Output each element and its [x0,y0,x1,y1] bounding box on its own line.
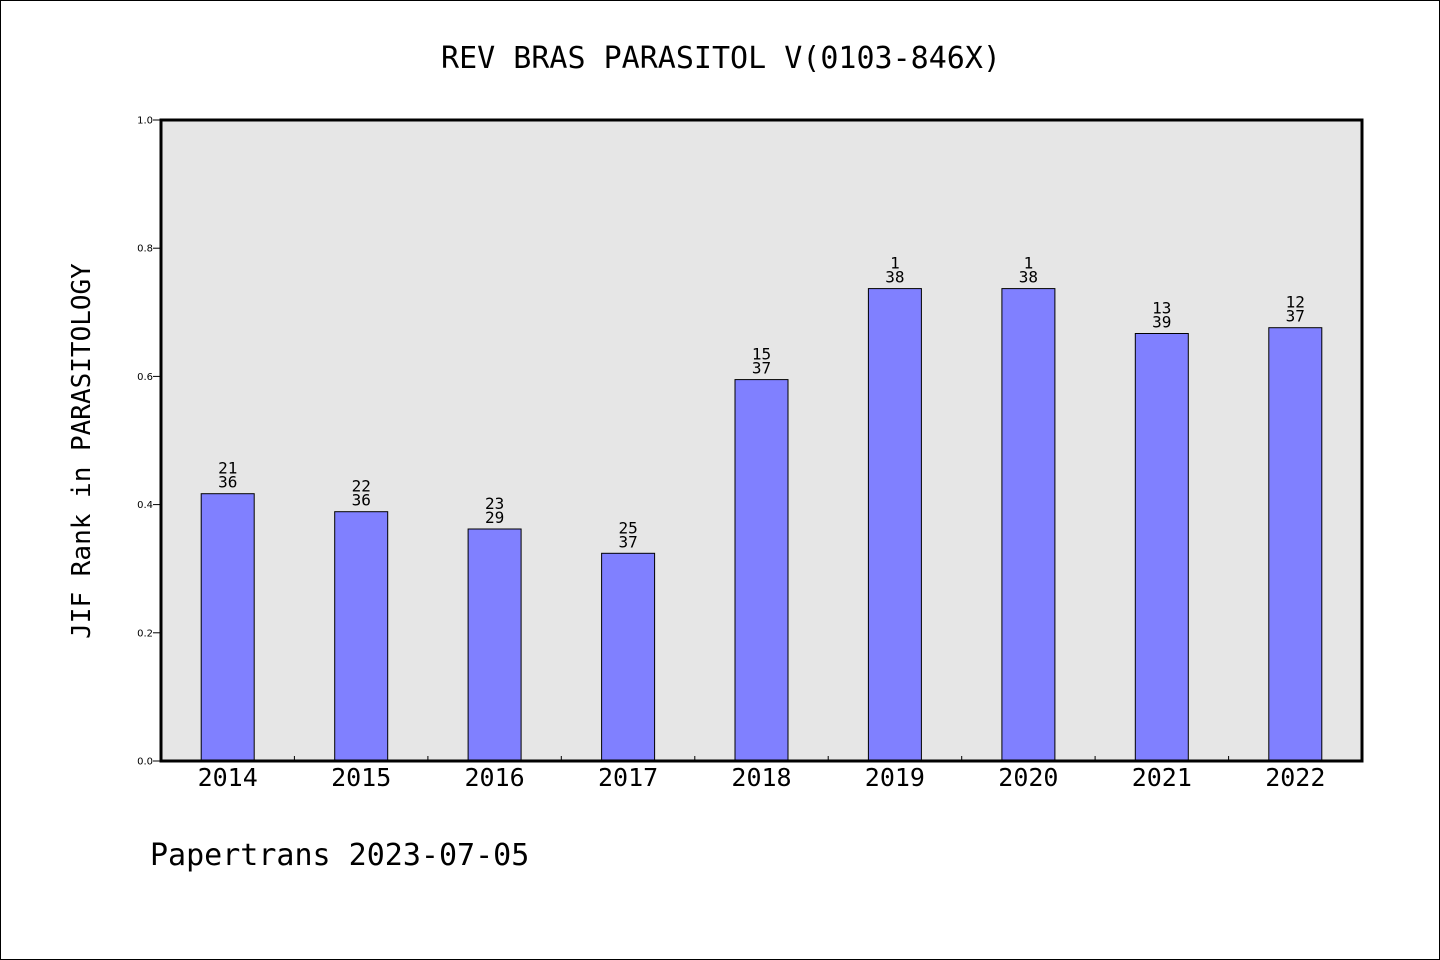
x-tick-label-2018: 2018 [731,763,791,792]
x-tick-label-2020: 2020 [998,763,1058,792]
bar-label-rank-2019: 1 [890,254,900,273]
bar-2020 [1001,288,1056,762]
plot-border [159,118,1364,763]
bar-2021 [1134,333,1189,762]
bar-label-rank-2017: 25 [618,518,637,537]
y-axis-label: JIF Rank in PARASITOLOGY [67,263,97,639]
bar-label-rank-2014: 21 [218,459,237,478]
bar-label-rank-2022: 12 [1286,293,1305,312]
x-tick-label-2019: 2019 [865,763,925,792]
bar-label-total-2016: 29 [485,508,504,527]
x-tick-label-2021: 2021 [1132,763,1192,792]
bar-2017 [601,552,656,762]
y-tick-label-0.0: 0.0 [137,757,153,768]
x-tick-label-2017: 2017 [598,763,658,792]
bar-label-total-2018: 37 [752,359,771,378]
chart-title: REV BRAS PARASITOL V(0103-846X) [441,41,1001,76]
footer-credit: Papertrans 2023-07-05 [150,838,529,873]
bar-label-rank-2015: 22 [352,477,371,496]
bar-label-rank-2020: 1 [1024,254,1034,273]
bar-label-total-2015: 36 [352,491,371,510]
bar-2022 [1268,327,1323,762]
bar-label-rank-2016: 23 [485,494,504,513]
y-tick-label-0.2: 0.2 [137,628,153,639]
y-tick-label-0.6: 0.6 [137,372,153,383]
bar-label-rank-2021: 13 [1152,299,1171,318]
x-tick-label-2016: 2016 [464,763,524,792]
bars-layer [200,288,1323,762]
y-axis: 0.0 0.2 0.4 0.6 0.8 1.0 [137,116,161,768]
y-tick-label-1.0: 1.0 [137,116,153,127]
bar-2018 [734,379,789,762]
bar-2014 [200,493,255,762]
bar-label-total-2021: 39 [1152,313,1171,332]
bar-label-total-2019: 38 [885,268,904,287]
bar-label-total-2014: 36 [218,473,237,492]
bar-label-total-2022: 37 [1286,307,1305,326]
bar-2016 [467,528,522,762]
bar-2015 [334,511,389,762]
x-axis: 2014 2015 2016 2017 2018 2019 2020 2021 2022 [198,756,1325,792]
bar-label-total-2017: 37 [618,532,637,551]
bar-label-rank-2018: 15 [752,345,771,364]
bar-label-total-2020: 38 [1019,268,1038,287]
x-tick-label-2014: 2014 [198,763,258,792]
y-tick-label-0.4: 0.4 [137,500,153,511]
x-tick-label-2022: 2022 [1265,763,1325,792]
y-tick-label-0.8: 0.8 [137,244,153,255]
x-tick-label-2015: 2015 [331,763,391,792]
bar-2019 [867,288,922,762]
